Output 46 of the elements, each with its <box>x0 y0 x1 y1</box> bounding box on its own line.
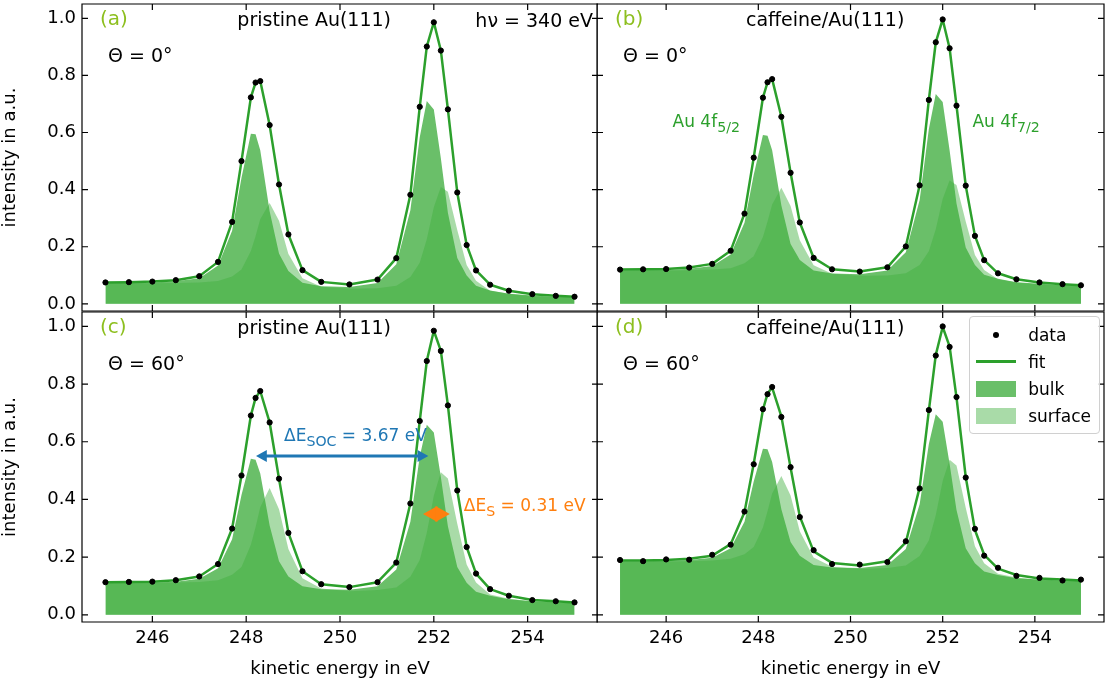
legend-label: data <box>1028 324 1067 345</box>
y-tick-label: 0.6 <box>47 120 76 142</box>
legend-label: fit <box>1028 351 1046 372</box>
y-tick-label: 0.4 <box>47 487 76 509</box>
x-axis-title: kinetic energy in eV <box>250 656 431 678</box>
chart-subtitle: caffeine/Au(111) <box>745 316 905 338</box>
annotation: Θ = 0° <box>108 44 173 66</box>
y-tick-label: 1.0 <box>47 314 76 336</box>
y-axis-title: intensity in a.u. <box>0 87 20 228</box>
y-tick-label: 0.8 <box>47 371 76 393</box>
x-tick-label: 246 <box>648 626 684 648</box>
chart-subtitle: pristine Au(111) <box>237 8 392 30</box>
y-tick-label: 0.0 <box>47 602 76 624</box>
x-tick-label: 252 <box>925 626 960 648</box>
chart-subtitle: pristine Au(111) <box>237 316 392 338</box>
x-axis-title: kinetic energy in eV <box>760 656 941 678</box>
chart-title: (d) <box>615 314 644 338</box>
annotation: Au 4f$_{7/2}$ <box>972 110 1040 137</box>
x-tick-label: 250 <box>833 626 868 648</box>
x-tick-label: 252 <box>416 626 451 648</box>
chart-title: (b) <box>615 6 644 30</box>
y-tick-label: 1.0 <box>47 5 76 27</box>
x-tick-label: 248 <box>229 626 264 648</box>
y-tick-label: 0.2 <box>47 234 76 256</box>
annotation: ΔE$_{S}$ = 0.31 eV <box>463 494 586 521</box>
legend-label: bulk <box>1028 378 1065 399</box>
y-tick-label: 0.8 <box>47 63 76 85</box>
chart-title: (c) <box>100 314 127 338</box>
legend-label: surface <box>1028 405 1091 426</box>
x-tick-label: 248 <box>741 626 776 648</box>
x-tick-label: 250 <box>322 626 358 648</box>
y-tick-label: 0.0 <box>47 291 76 313</box>
x-tick-label: 246 <box>135 626 170 648</box>
x-tick-label: 254 <box>510 626 545 648</box>
y-tick-label: 0.4 <box>47 177 76 199</box>
annotation: Θ = 60° <box>623 352 700 374</box>
y-axis-title: intensity in a.u. <box>0 397 20 537</box>
y-tick-label: 0.2 <box>47 544 76 566</box>
x-tick-label: 254 <box>1017 626 1053 648</box>
chart-subtitle: caffeine/Au(111) <box>745 8 905 30</box>
annotation: Au 4f$_{5/2}$ <box>672 110 740 137</box>
y-tick-label: 0.6 <box>47 429 76 451</box>
annotation: Θ = 0° <box>623 44 688 66</box>
annotation: hν = 340 eV <box>475 9 593 31</box>
chart-title: (a) <box>100 6 128 30</box>
annotation: Θ = 60° <box>108 352 185 374</box>
